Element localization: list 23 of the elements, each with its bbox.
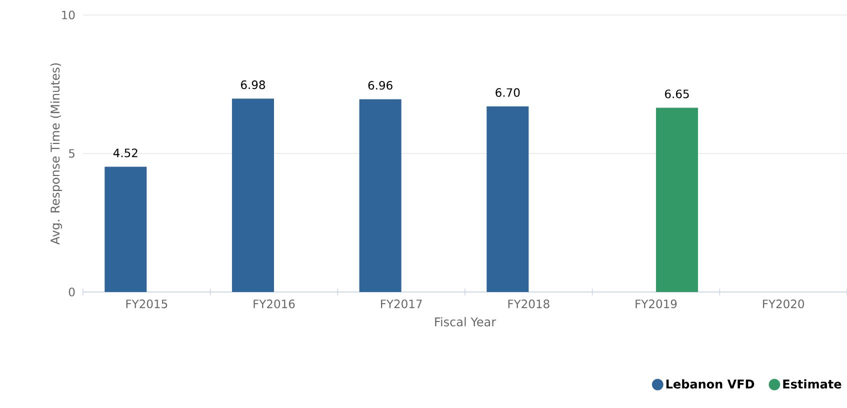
y-axis-title: Avg. Response Time (Minutes) bbox=[50, 63, 62, 245]
y-tick-label: 0 bbox=[68, 288, 75, 296]
x-tick-label: FY2018 bbox=[508, 300, 550, 308]
data-label: 6.98 bbox=[240, 80, 265, 90]
y-tick-label: 10 bbox=[62, 10, 75, 20]
x-axis-title: Fiscal Year bbox=[435, 317, 496, 326]
y-tick-label: 5 bbox=[69, 149, 74, 158]
x-tick-label: FY2017 bbox=[381, 300, 422, 308]
data-label: 4.52 bbox=[113, 148, 138, 158]
x-tick-label: FY2016 bbox=[254, 300, 295, 308]
data-label: 6.65 bbox=[665, 90, 689, 98]
bar bbox=[359, 99, 402, 292]
legend-label: Estimate bbox=[783, 379, 842, 389]
x-tick-label: FY2015 bbox=[126, 300, 168, 308]
bar bbox=[232, 98, 274, 292]
data-label: 6.96 bbox=[368, 80, 392, 90]
legend-label: Lebanon VFD bbox=[666, 379, 754, 389]
bar bbox=[104, 166, 147, 292]
data-label: 6.70 bbox=[496, 88, 520, 97]
x-tick-label: FY2019 bbox=[636, 300, 677, 308]
bar bbox=[656, 108, 698, 292]
bar bbox=[486, 106, 529, 292]
x-tick-label: FY2020 bbox=[763, 300, 804, 308]
